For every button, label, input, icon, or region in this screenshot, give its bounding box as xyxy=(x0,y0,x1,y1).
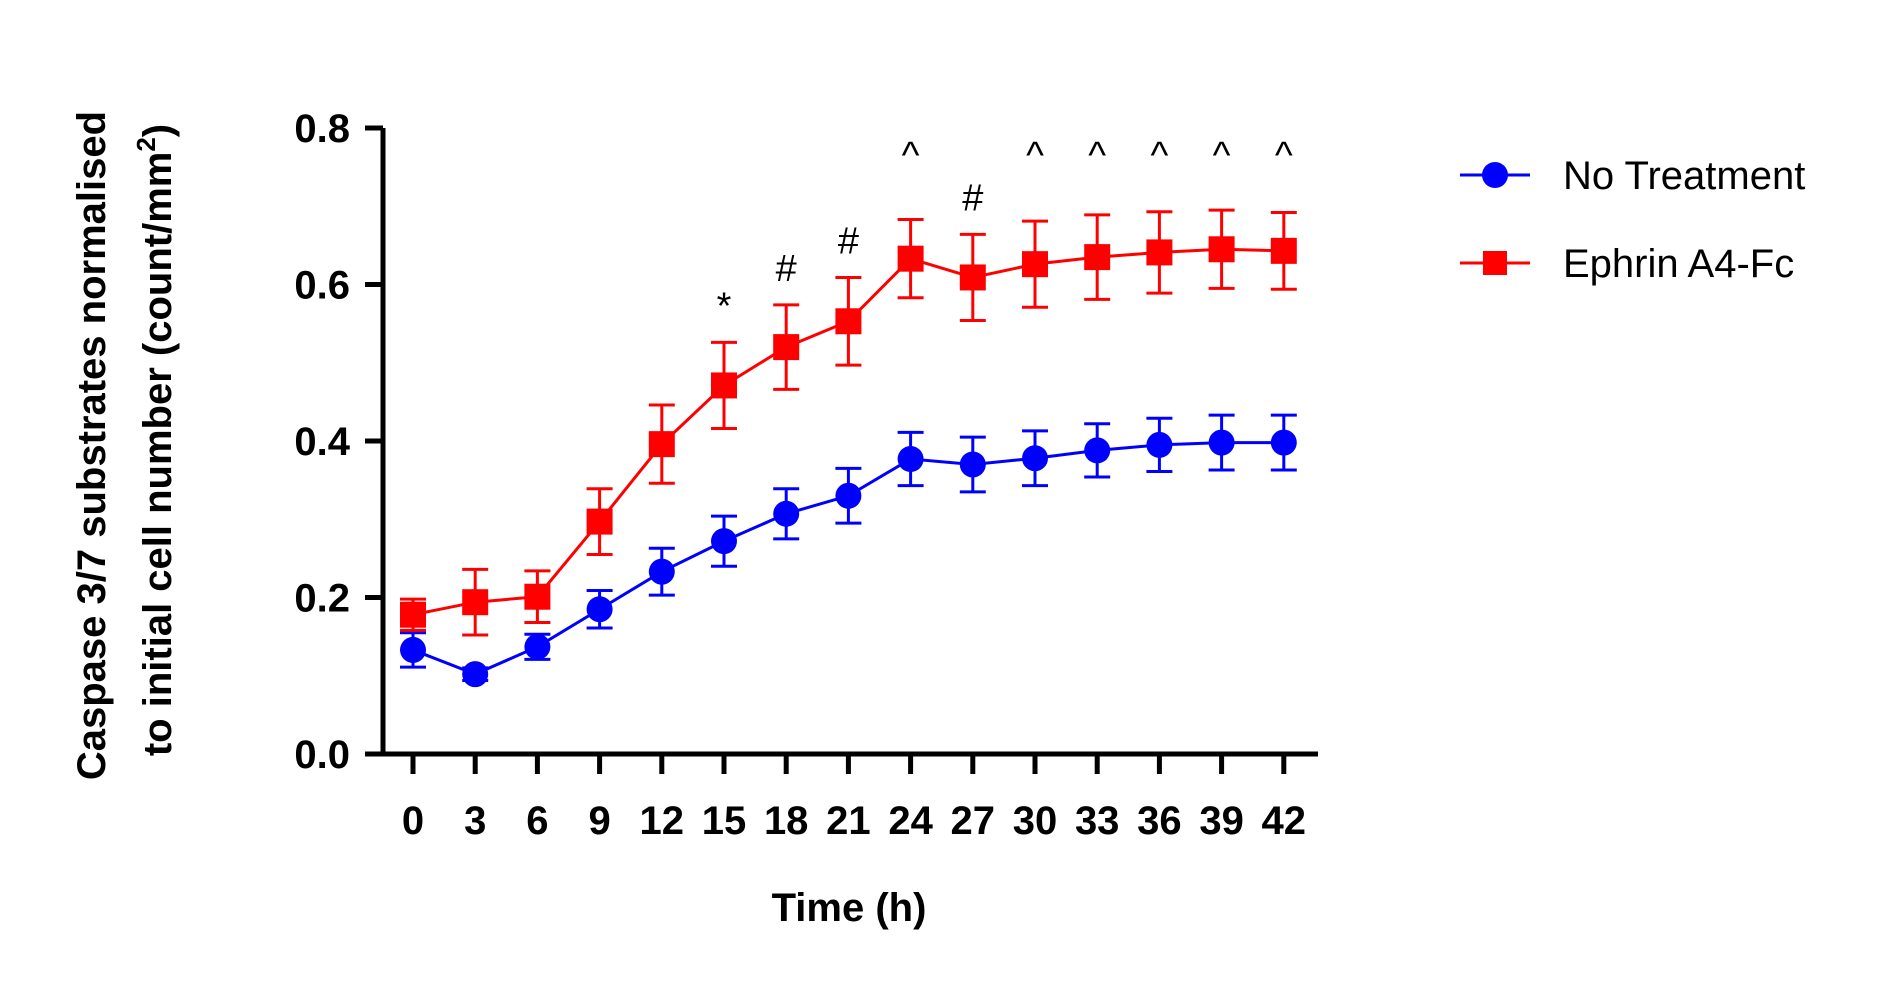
data-point xyxy=(897,445,924,472)
y-axis-title-line1: Caspase 3/7 substrates normalised xyxy=(70,111,114,780)
significance-marker: # xyxy=(838,220,859,262)
x-tick-label: 27 xyxy=(951,799,996,843)
x-tick-label: 15 xyxy=(702,799,747,843)
axes: 0.00.20.40.60.8 0 3 6 9 12 15 18 21 24 27 30 33 36 39… xyxy=(294,107,1318,843)
legend-marker-circle xyxy=(1482,162,1508,188)
legend: No Treatment Ephrin A4-Fc xyxy=(1460,154,1805,286)
data-point xyxy=(462,661,489,688)
data-point xyxy=(1146,239,1173,266)
data-point xyxy=(1022,445,1048,472)
data-point xyxy=(773,334,800,361)
data-point xyxy=(773,500,800,527)
y-axis-title-superscript: 2 xyxy=(131,137,161,151)
data-point xyxy=(711,528,737,555)
significance-marker: # xyxy=(962,177,983,219)
x-axis-title: Time (h) xyxy=(772,886,927,930)
data-point xyxy=(835,308,862,335)
legend-item-no-treatment: No Treatment xyxy=(1460,154,1805,198)
x-tick-label: 30 xyxy=(1013,799,1058,843)
y-tick-label: 0.6 xyxy=(294,264,350,308)
data-point xyxy=(711,372,737,399)
annotation-layer: * # # ^ # ^ ^ ^ ^ ^ xyxy=(717,135,1293,327)
y-tick-label: 0.0 xyxy=(294,733,350,777)
data-point xyxy=(897,245,924,272)
data-point xyxy=(586,596,613,623)
y-ticks: 0.0 0.2 0.4 0.6 0.8 xyxy=(294,107,383,777)
data-point xyxy=(1022,251,1048,278)
significance-marker: # xyxy=(776,248,797,290)
legend-marker-square xyxy=(1483,251,1507,275)
significance-marker: ^ xyxy=(1150,135,1168,177)
data-point xyxy=(1084,437,1111,464)
significance-marker: ^ xyxy=(1213,135,1231,177)
y-axis-title-line2: to initial cell number (count/mm2) xyxy=(131,124,180,756)
data-point xyxy=(1208,429,1235,456)
x-tick-label: 42 xyxy=(1262,799,1307,843)
legend-item-ephrin: Ephrin A4-Fc xyxy=(1460,242,1794,286)
x-tick-label: 39 xyxy=(1199,799,1244,843)
x-tick-label: 33 xyxy=(1075,799,1120,843)
data-point xyxy=(400,601,426,628)
significance-marker: ^ xyxy=(1275,135,1293,177)
significance-marker: ^ xyxy=(1026,135,1044,177)
x-tick-label: 12 xyxy=(640,799,685,843)
data-point xyxy=(1270,237,1297,264)
series-ephrin-a4-fc xyxy=(400,208,1297,637)
x-tick-label: 6 xyxy=(526,799,548,843)
y-tick-label: 0.8 xyxy=(294,107,350,151)
x-ticks: 0 3 6 9 12 15 18 21 24 27 30 33 36 39 42 xyxy=(402,754,1306,843)
data-point xyxy=(959,451,986,478)
data-point xyxy=(959,264,986,291)
legend-label-no-treatment: No Treatment xyxy=(1563,154,1805,198)
data-point xyxy=(1270,429,1297,456)
data-point xyxy=(524,633,551,660)
data-point xyxy=(1146,431,1173,458)
data-point xyxy=(586,508,613,535)
x-tick-label: 18 xyxy=(764,799,809,843)
data-point xyxy=(400,636,426,663)
legend-label-ephrin: Ephrin A4-Fc xyxy=(1563,242,1794,286)
x-tick-label: 9 xyxy=(588,799,610,843)
x-tick-label: 36 xyxy=(1137,799,1182,843)
data-point xyxy=(835,482,862,509)
significance-marker: ^ xyxy=(902,135,920,177)
x-tick-label: 21 xyxy=(826,799,871,843)
y-tick-label: 0.2 xyxy=(294,577,350,621)
y-axis-title: Caspase 3/7 substrates normalised to ini… xyxy=(70,100,180,780)
series-no-treatment xyxy=(400,413,1297,688)
data-point xyxy=(462,589,489,616)
data-point xyxy=(1084,244,1111,271)
data-point xyxy=(648,431,675,458)
significance-marker: * xyxy=(717,285,732,327)
y-tick-label: 0.4 xyxy=(294,420,350,464)
significance-marker: ^ xyxy=(1088,135,1106,177)
data-point xyxy=(1208,236,1235,263)
data-point xyxy=(648,558,675,585)
data-point xyxy=(524,583,551,610)
x-tick-label: 0 xyxy=(402,799,424,843)
series-layer xyxy=(400,208,1297,688)
x-tick-label: 3 xyxy=(464,799,486,843)
y-axis-title-line2-text: to initial cell number (count/mm xyxy=(136,152,180,757)
y-axis-title-close: ) xyxy=(136,124,180,137)
x-tick-label: 24 xyxy=(888,799,933,843)
